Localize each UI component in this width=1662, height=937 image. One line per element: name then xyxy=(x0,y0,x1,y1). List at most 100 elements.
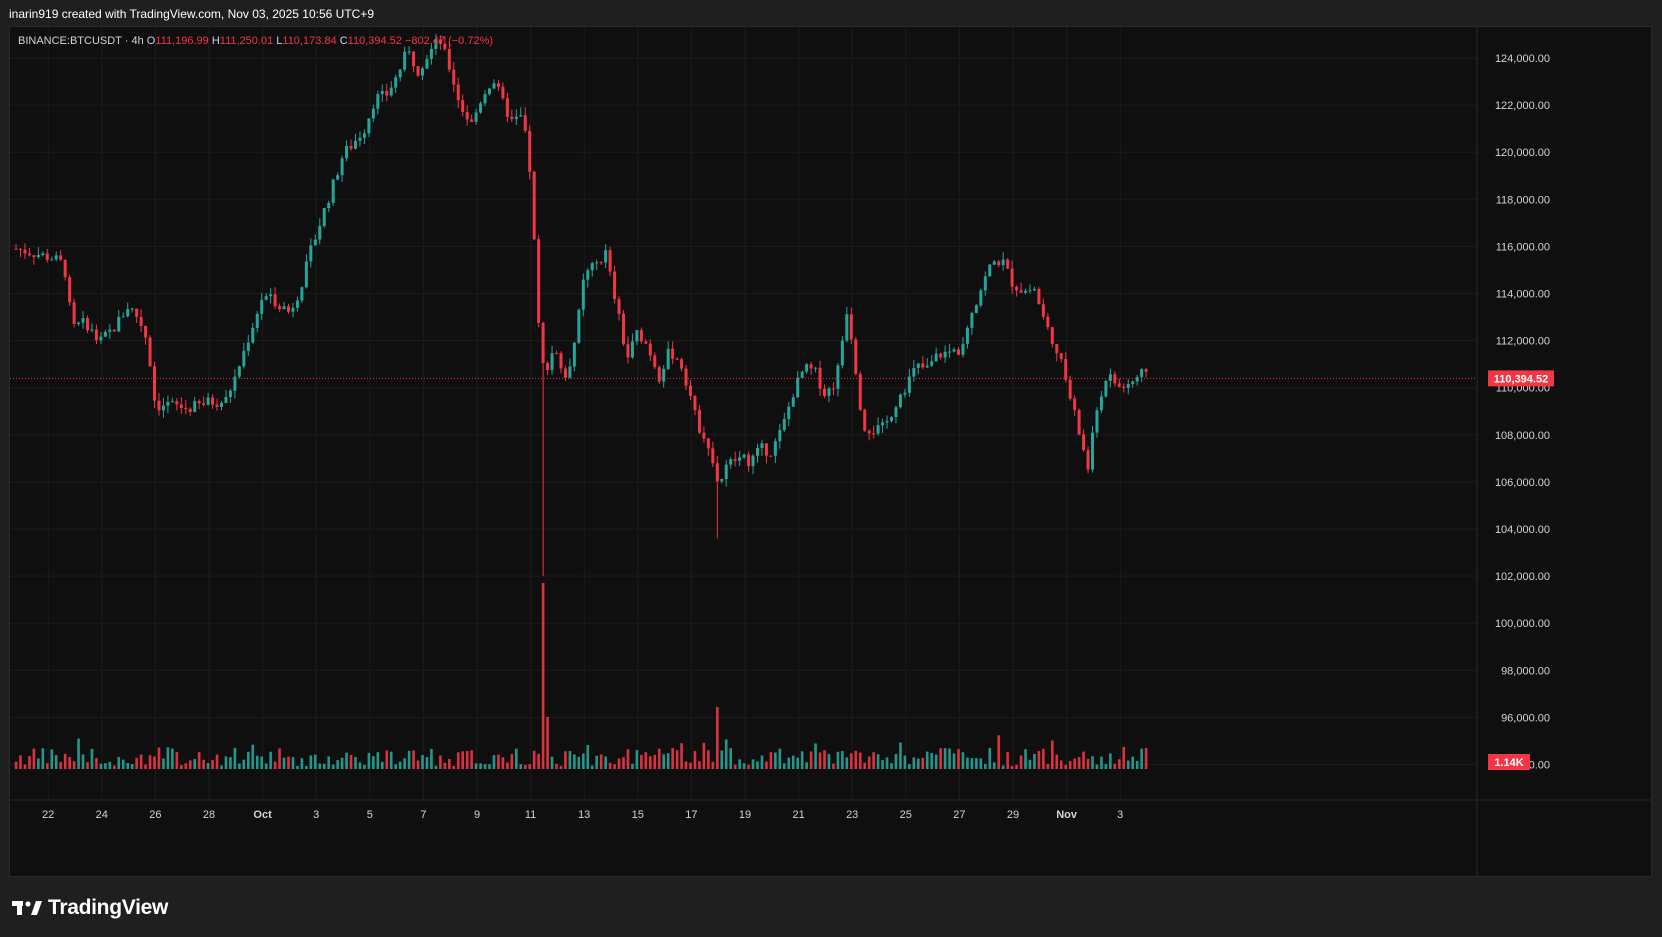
volume-bar xyxy=(1015,764,1018,769)
candle-body xyxy=(291,307,295,312)
candle-body xyxy=(756,448,760,456)
candle-body xyxy=(148,337,152,367)
time-axis-label: Nov xyxy=(1056,809,1078,821)
volume-label: 1.14K xyxy=(1494,757,1523,769)
candle-body xyxy=(429,49,433,59)
time-axis-label: 3 xyxy=(1117,809,1123,821)
candle-body xyxy=(586,270,590,280)
candle-body xyxy=(1001,259,1005,266)
candle-body xyxy=(693,395,697,411)
candle-body xyxy=(604,250,608,263)
candle-body xyxy=(617,299,621,314)
candle-body xyxy=(974,305,978,313)
volume-bar xyxy=(113,765,116,769)
candle-body xyxy=(702,432,706,439)
candle-body xyxy=(747,454,751,467)
candle-body xyxy=(157,400,161,411)
volume-bar xyxy=(394,764,398,769)
candle-body xyxy=(729,459,733,465)
volume-bar xyxy=(1068,761,1072,769)
volume-bar xyxy=(224,756,228,769)
volume-bar xyxy=(242,759,246,769)
candle-body xyxy=(1104,380,1108,397)
candle-body xyxy=(814,367,818,369)
volume-bar xyxy=(917,758,920,769)
volume-bar xyxy=(99,763,103,769)
candle-body xyxy=(943,351,947,358)
candle-body xyxy=(510,116,514,120)
candle-body xyxy=(309,245,313,262)
volume-bar xyxy=(765,761,768,769)
time-axis-label: Oct xyxy=(253,809,272,821)
volume-bar xyxy=(443,762,447,769)
candle-body xyxy=(237,366,241,377)
candle-body xyxy=(295,300,299,308)
volume-bar xyxy=(37,758,40,769)
volume-bar xyxy=(273,761,277,769)
chart-canvas[interactable]: 124,000.00 122,000.00 120,000.00 118,000.00… xyxy=(10,27,1651,876)
volume-bar xyxy=(95,758,98,769)
volume-bar xyxy=(363,764,366,769)
candle-body xyxy=(831,388,835,390)
candle-body xyxy=(300,287,304,301)
candle-body xyxy=(443,43,447,49)
volume-bar xyxy=(461,751,465,769)
candle-body xyxy=(193,401,197,412)
volume-bar xyxy=(501,757,505,769)
volume-bar xyxy=(921,757,925,769)
time-axis-label: 27 xyxy=(953,809,965,821)
volume-bar xyxy=(211,760,214,769)
candle-body xyxy=(1041,304,1045,317)
volume-bar xyxy=(1033,753,1036,769)
footer: TradingView xyxy=(12,893,168,923)
volume-bar xyxy=(126,763,130,769)
candle-body xyxy=(90,329,94,331)
candle-body xyxy=(894,407,898,418)
time-axis-label: 23 xyxy=(846,809,858,821)
volume-bar xyxy=(358,762,362,769)
tradingview-logo-icon[interactable] xyxy=(12,899,42,917)
change-value: −802.47 (−0.72%) xyxy=(404,35,494,47)
candle-body xyxy=(630,341,634,358)
volume-bar xyxy=(894,754,898,769)
candle-body xyxy=(885,421,889,423)
symbol-label[interactable]: BINANCE:BTCUSDT · 4h xyxy=(18,35,144,47)
volume-bar xyxy=(599,754,603,769)
open-value: 111,196.99 xyxy=(155,35,209,47)
candle-body xyxy=(849,314,853,340)
volume-bar xyxy=(314,754,317,769)
candle-body xyxy=(389,87,393,96)
volume-bar xyxy=(1118,759,1121,769)
volume-bar xyxy=(716,707,719,769)
candle-body xyxy=(760,443,764,449)
volume-bar xyxy=(1095,764,1099,769)
candle-body xyxy=(496,83,500,87)
volume-bar xyxy=(925,751,929,769)
volume-bar xyxy=(984,763,987,769)
candle-body xyxy=(791,397,795,407)
volume-bar xyxy=(318,763,322,769)
low-label: L xyxy=(276,35,283,47)
chart-frame[interactable]: 124,000.00 122,000.00 120,000.00 118,000.00… xyxy=(9,26,1652,877)
volume-bar xyxy=(497,754,500,769)
candle-body xyxy=(970,312,974,328)
candle-body xyxy=(255,313,259,328)
candle-body xyxy=(385,90,389,96)
candle-body xyxy=(412,51,416,67)
volume-bar xyxy=(707,750,710,769)
volume-bar xyxy=(943,748,947,769)
candle-body xyxy=(438,39,442,44)
candle-body xyxy=(371,108,375,119)
candle-body xyxy=(1019,290,1023,293)
volume-bar xyxy=(238,763,241,769)
candle-body xyxy=(845,314,849,341)
candle-body xyxy=(680,359,684,369)
volume-bar xyxy=(876,754,880,769)
candle-body xyxy=(488,88,492,95)
volume-bar xyxy=(756,761,759,769)
volume-bar xyxy=(622,757,625,769)
tradingview-brand[interactable]: TradingView xyxy=(48,896,169,919)
volume-bar xyxy=(854,750,858,769)
volume-bar xyxy=(693,751,697,769)
volume-bar xyxy=(287,756,290,769)
